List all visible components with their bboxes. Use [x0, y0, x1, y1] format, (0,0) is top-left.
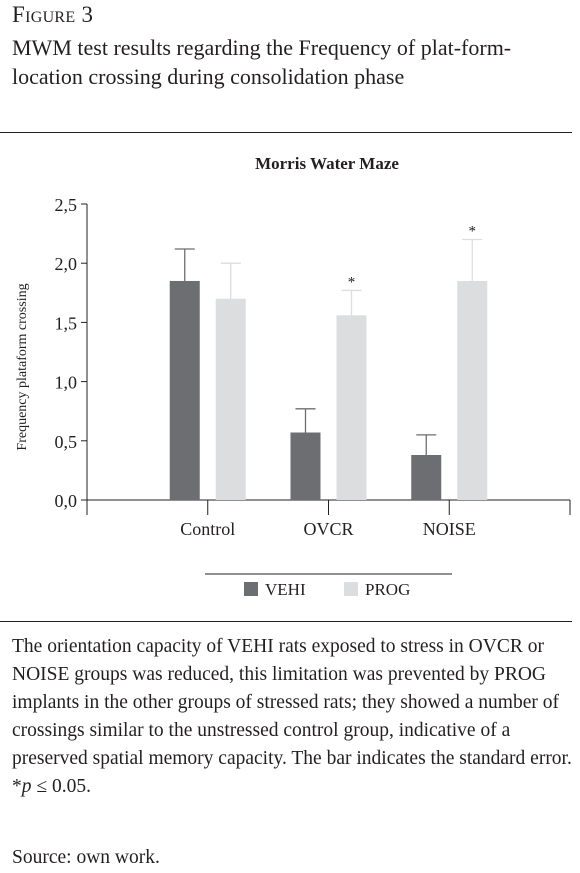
significance-marker: *	[348, 274, 356, 290]
top-rule	[0, 132, 572, 133]
figure-title: MWM test results regarding the Frequency…	[12, 35, 512, 89]
bar-prog	[457, 280, 488, 500]
legend-swatch-vehi	[244, 582, 258, 596]
source-note: Source: own work.	[12, 847, 160, 868]
bar-vehi	[411, 455, 442, 500]
caption-p-symbol: p	[21, 776, 32, 797]
y-tick-label: 2,5	[55, 195, 78, 215]
y-tick-label: 2,0	[55, 254, 78, 274]
bottom-rule	[0, 621, 572, 622]
bar-vehi	[169, 280, 200, 500]
caption-text: The orientation capacity of VEHI rats ex…	[12, 636, 572, 797]
significance-marker: *	[469, 224, 477, 240]
x-category-label: Control	[180, 519, 235, 539]
y-axis-label: Frequency plataform crossing	[15, 283, 30, 450]
x-category-label: OVCR	[303, 519, 353, 539]
y-tick-label: 1,5	[55, 313, 78, 333]
chart: Morris Water Maze Frequency plataform cr…	[15, 154, 571, 599]
bar-vehi	[290, 432, 321, 500]
figure-caption: The orientation capacity of VEHI rats ex…	[12, 633, 572, 801]
chart-title: Morris Water Maze	[255, 154, 399, 173]
figure-label: Figure 3	[12, 2, 94, 27]
y-tick-label: 1,0	[55, 373, 78, 393]
y-tick-label: 0,0	[55, 491, 78, 511]
caption-threshold: ≤ 0.05.	[31, 776, 91, 797]
legend-swatch-prog	[344, 582, 358, 596]
x-category-label: NOISE	[423, 519, 476, 539]
bar-prog	[336, 315, 367, 500]
y-tick-label: 0,5	[55, 432, 78, 452]
legend-label: VEHI	[265, 580, 306, 599]
legend-label: PROG	[365, 580, 410, 599]
bar-prog	[215, 298, 246, 500]
